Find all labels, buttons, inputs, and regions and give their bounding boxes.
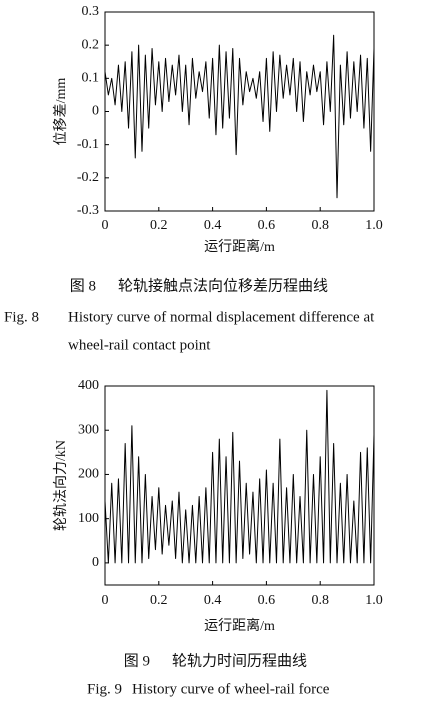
y-tick-label: -0.3 xyxy=(77,203,99,218)
x-axis-label: 运行距离/m xyxy=(204,617,275,634)
x-tick-label: 1.0 xyxy=(365,218,383,233)
x-tick-label: 0.8 xyxy=(311,593,329,608)
caption-text: wheel-rail contact point xyxy=(68,337,211,353)
y-tick-label: 100 xyxy=(78,511,99,526)
y-tick-label: 0.1 xyxy=(82,71,100,86)
plot-frame xyxy=(104,385,375,586)
caption-label: 图 8 xyxy=(70,277,96,294)
caption-text: History curve of wheel-rail force xyxy=(132,681,330,697)
x-tick-label: 0 xyxy=(102,218,109,233)
x-tick-label: 1.0 xyxy=(365,593,383,608)
caption-label: Fig. 9 xyxy=(87,681,122,697)
y-tick-label: 0.2 xyxy=(82,37,100,52)
x-tick-label: 0.2 xyxy=(150,218,168,233)
caption-text: 轮轨接触点法向位移差历程曲线 xyxy=(118,277,328,294)
y-tick-label: -0.2 xyxy=(77,170,99,185)
y-tick-label: -0.1 xyxy=(77,137,99,152)
data-line xyxy=(104,389,375,564)
x-tick-label: 0.6 xyxy=(258,593,276,608)
x-tick-label: 0.4 xyxy=(204,218,222,233)
caption-text: History curve of normal displacement dif… xyxy=(68,309,375,325)
caption-label: 图 9 xyxy=(124,652,150,669)
y-tick-label: 400 xyxy=(78,378,99,393)
y-tick-label: 0 xyxy=(92,555,99,570)
x-axis-label: 运行距离/m xyxy=(204,238,275,255)
caption-label: Fig. 8 xyxy=(4,309,39,325)
caption-text: 轮轨力时间历程曲线 xyxy=(172,652,307,669)
x-tick-label: 0.2 xyxy=(150,593,168,608)
y-tick-label: 200 xyxy=(78,467,99,482)
x-tick-label: 0.8 xyxy=(311,218,329,233)
y-tick-label: 300 xyxy=(78,422,99,437)
y-tick-label: 0.3 xyxy=(82,4,100,19)
x-tick-label: 0.4 xyxy=(204,593,222,608)
x-tick-label: 0.6 xyxy=(258,218,276,233)
y-axis-label: 轮轨法向力/kN xyxy=(53,440,69,531)
x-tick-label: 0 xyxy=(102,593,109,608)
y-tick-label: 0 xyxy=(92,104,99,119)
data-line xyxy=(104,34,375,199)
y-axis-label: 位移差/mm xyxy=(53,78,69,146)
